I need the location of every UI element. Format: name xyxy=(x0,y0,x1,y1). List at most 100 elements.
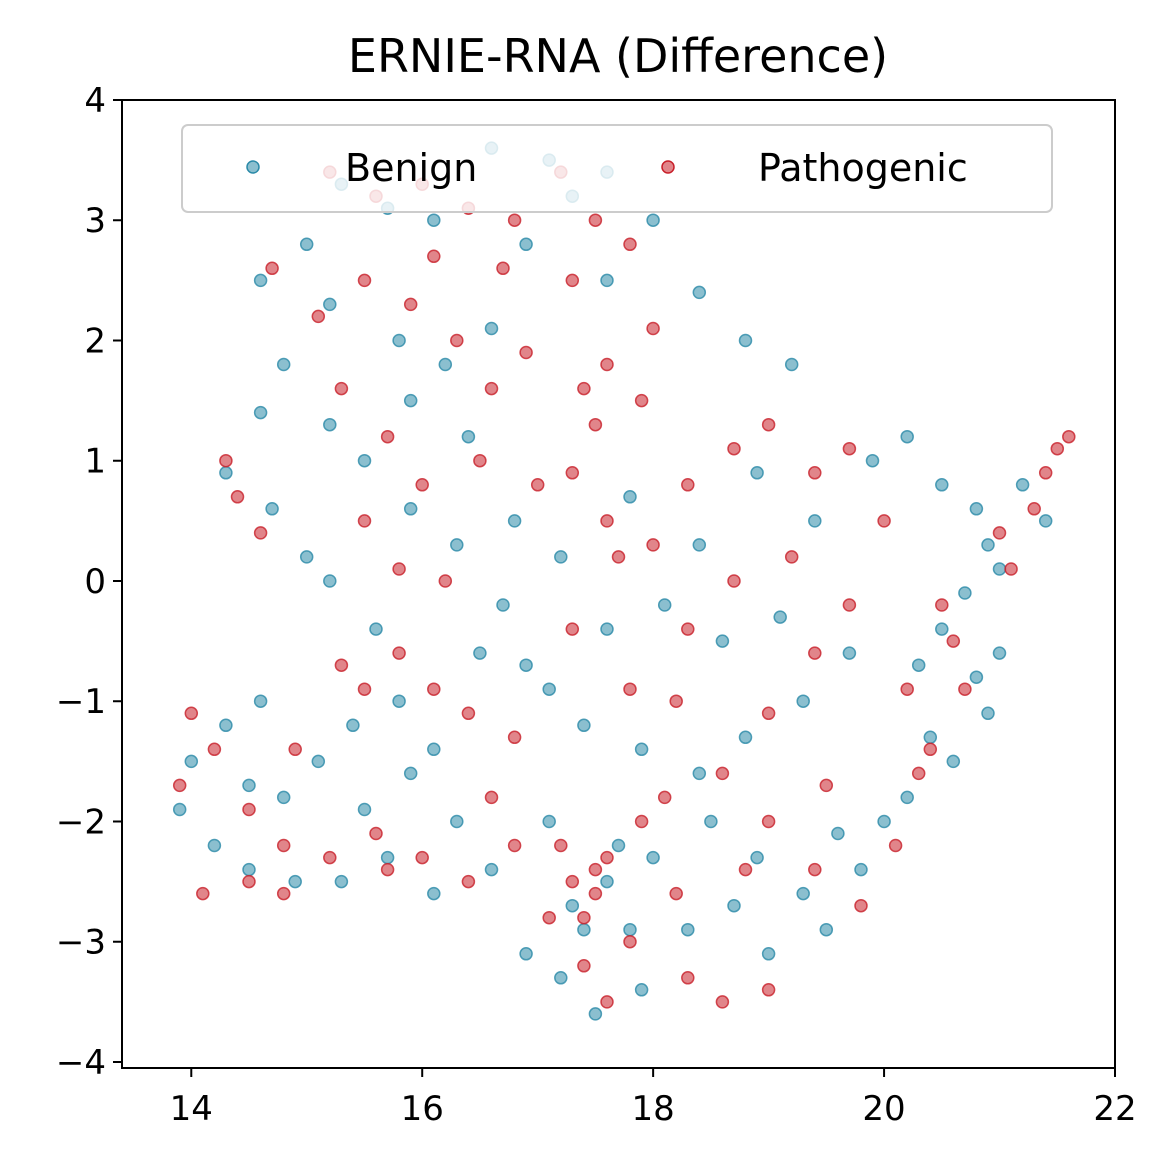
point-benign xyxy=(692,285,707,300)
point-benign xyxy=(623,490,637,504)
point-pathogenic xyxy=(646,538,660,552)
point-pathogenic xyxy=(681,971,695,985)
point-pathogenic xyxy=(600,514,614,528)
point-pathogenic xyxy=(761,983,776,997)
point-pathogenic xyxy=(646,321,660,336)
point-benign xyxy=(288,874,302,889)
point-pathogenic xyxy=(657,790,672,805)
point-pathogenic xyxy=(403,297,418,312)
point-benign xyxy=(276,790,291,805)
legend-marker-benign xyxy=(246,160,260,174)
point-benign xyxy=(427,213,441,227)
point-pathogenic xyxy=(276,886,291,901)
point-pathogenic xyxy=(392,646,406,660)
point-benign xyxy=(600,622,614,636)
point-pathogenic xyxy=(738,862,753,877)
point-benign xyxy=(484,862,499,877)
point-pathogenic xyxy=(819,778,834,793)
point-benign xyxy=(750,850,764,865)
point-pathogenic xyxy=(484,381,499,396)
point-benign xyxy=(831,826,845,841)
point-benign xyxy=(427,742,441,757)
point-benign xyxy=(299,237,314,252)
point-benign xyxy=(935,478,949,492)
point-pathogenic xyxy=(450,333,464,348)
legend-marker-pathogenic xyxy=(661,160,675,174)
point-pathogenic xyxy=(588,213,603,227)
point-pathogenic xyxy=(842,598,857,612)
point-pathogenic xyxy=(519,345,533,360)
point-benign xyxy=(403,766,418,781)
point-pathogenic xyxy=(888,838,903,853)
point-benign xyxy=(946,754,961,769)
point-benign xyxy=(981,538,995,552)
point-benign xyxy=(276,357,291,372)
point-benign xyxy=(761,947,776,961)
x-tick-label: 18 xyxy=(632,1089,675,1129)
point-benign xyxy=(357,453,372,468)
point-benign xyxy=(646,850,660,865)
point-benign xyxy=(634,983,649,997)
point-pathogenic xyxy=(565,874,580,889)
point-benign xyxy=(692,538,707,552)
series-pathogenic xyxy=(172,165,1076,1009)
point-benign xyxy=(403,393,418,408)
point-pathogenic xyxy=(634,393,649,408)
point-pathogenic xyxy=(958,682,972,696)
point-benign xyxy=(877,814,891,829)
point-benign xyxy=(634,742,649,757)
point-benign xyxy=(992,646,1007,660)
point-pathogenic xyxy=(461,706,476,721)
point-benign xyxy=(542,814,556,829)
point-pathogenic xyxy=(334,381,349,396)
point-pathogenic xyxy=(727,574,741,588)
point-benign xyxy=(692,766,707,781)
point-benign xyxy=(554,971,568,985)
point-benign xyxy=(242,862,256,877)
point-benign xyxy=(958,586,972,600)
point-pathogenic xyxy=(219,453,233,468)
point-pathogenic xyxy=(600,357,614,372)
y-tick-label: 2 xyxy=(84,321,106,361)
point-pathogenic xyxy=(323,850,337,865)
point-pathogenic xyxy=(623,934,637,949)
point-pathogenic xyxy=(808,862,822,877)
point-pathogenic xyxy=(369,826,383,841)
point-pathogenic xyxy=(992,526,1007,540)
y-tick-label: −2 xyxy=(56,802,106,842)
point-benign xyxy=(253,694,268,708)
point-benign xyxy=(496,598,510,612)
x-tick-label: 16 xyxy=(401,1089,444,1129)
point-benign xyxy=(842,646,857,660)
point-pathogenic xyxy=(184,706,199,721)
point-benign xyxy=(808,514,822,528)
point-benign xyxy=(588,1007,603,1021)
y-tick-label: −3 xyxy=(56,923,106,963)
axes-frame xyxy=(121,99,1116,1069)
point-benign xyxy=(484,321,499,336)
point-pathogenic xyxy=(507,730,522,745)
point-pathogenic xyxy=(1038,466,1053,480)
point-benign xyxy=(265,502,279,516)
point-pathogenic xyxy=(415,478,429,492)
point-pathogenic xyxy=(357,682,372,696)
point-benign xyxy=(623,922,637,937)
point-pathogenic xyxy=(715,995,730,1009)
point-pathogenic xyxy=(288,742,302,757)
point-pathogenic xyxy=(623,682,637,696)
point-benign xyxy=(207,838,222,853)
point-pathogenic xyxy=(761,417,776,432)
point-benign xyxy=(219,718,233,733)
point-pathogenic xyxy=(253,526,268,540)
point-benign xyxy=(507,514,522,528)
point-pathogenic xyxy=(496,261,510,276)
point-pathogenic xyxy=(600,995,614,1009)
point-pathogenic xyxy=(554,838,568,853)
point-pathogenic xyxy=(392,562,406,576)
point-benign xyxy=(334,874,349,889)
point-benign xyxy=(1038,514,1053,528)
point-pathogenic xyxy=(427,249,441,264)
y-tick-label: −1 xyxy=(56,682,106,722)
point-benign xyxy=(600,273,614,288)
point-benign xyxy=(935,622,949,636)
